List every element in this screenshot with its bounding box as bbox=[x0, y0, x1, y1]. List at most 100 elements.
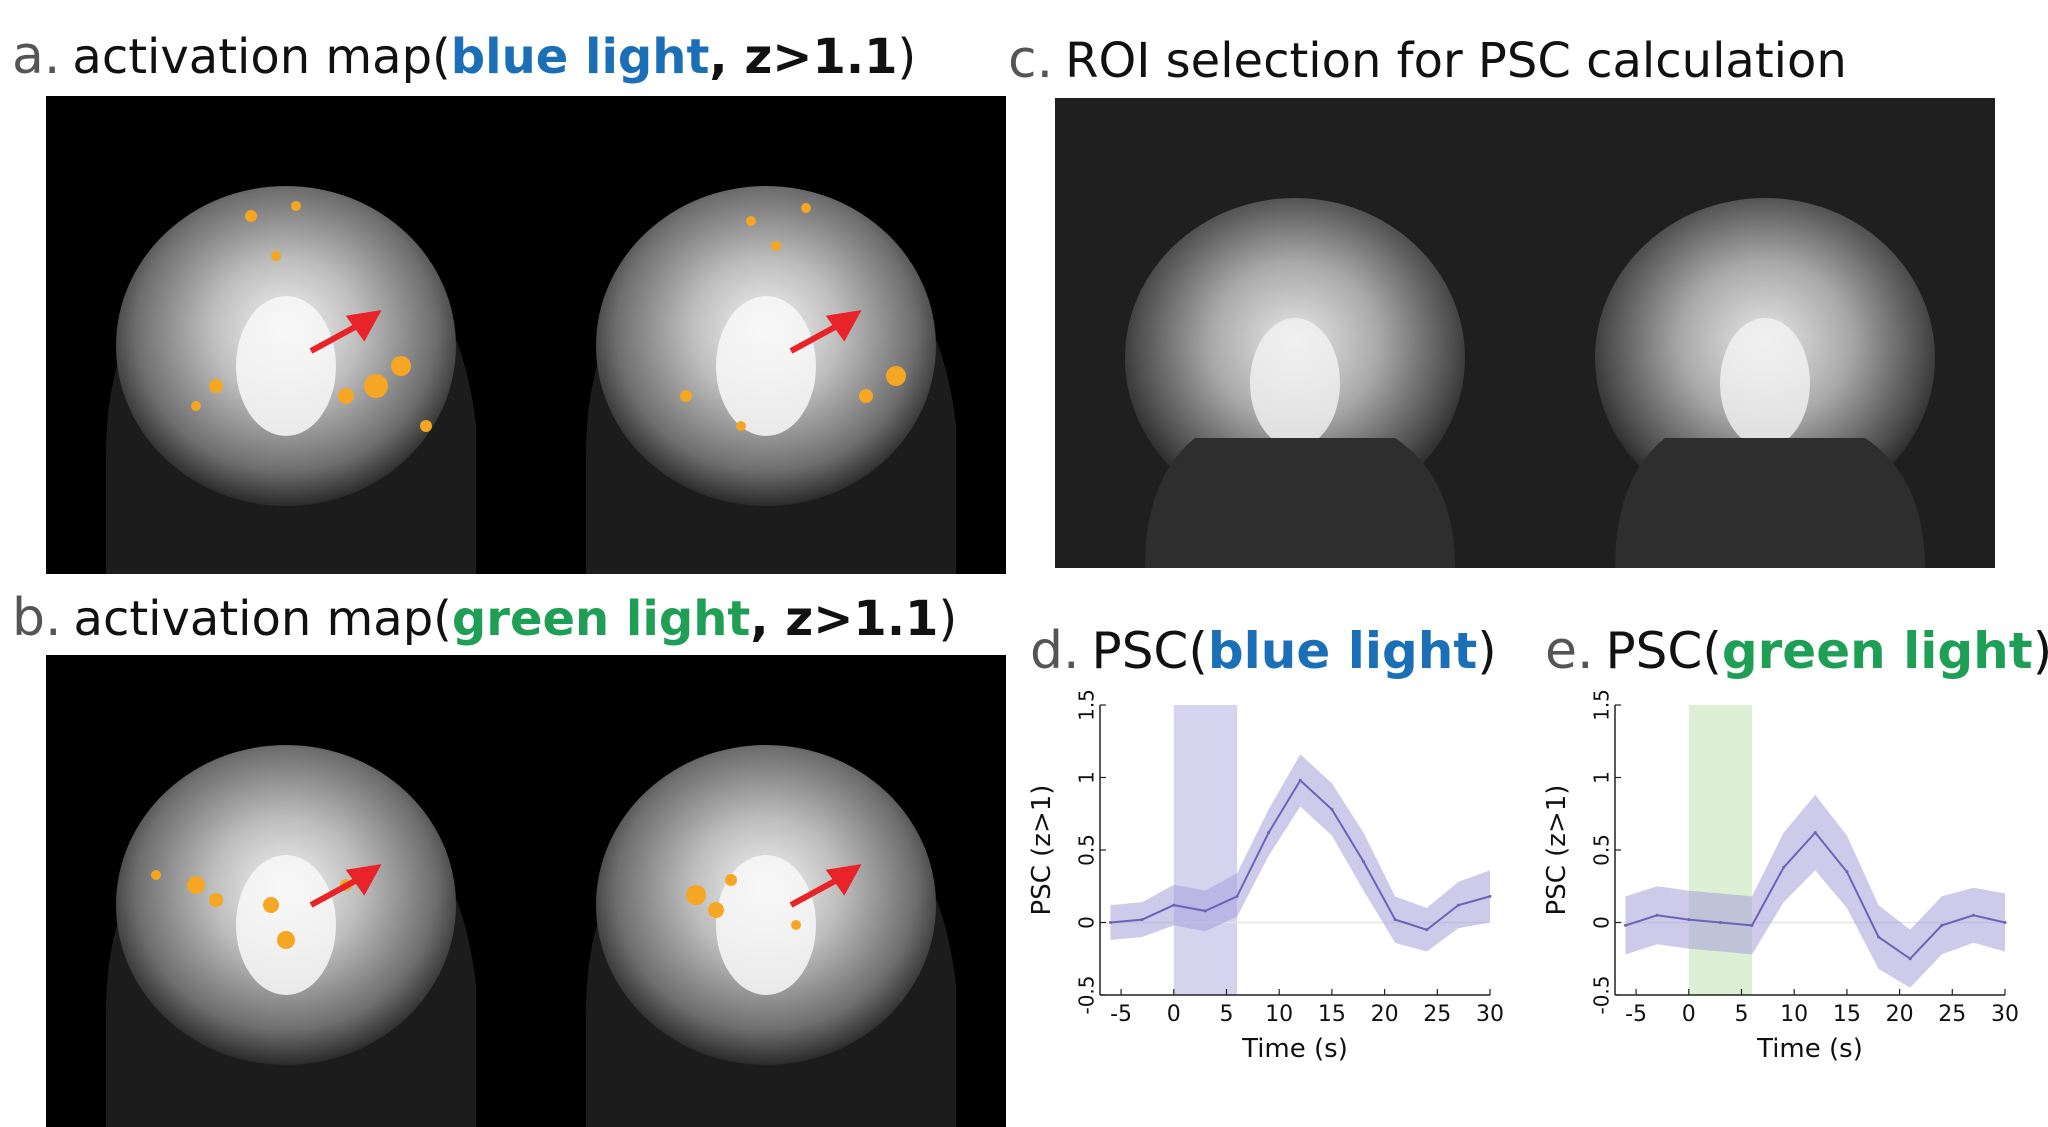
panel-e-highlight: green light bbox=[1721, 622, 2033, 680]
data-point bbox=[1203, 909, 1207, 913]
slice-right bbox=[586, 186, 956, 574]
error-band bbox=[1625, 794, 2005, 988]
x-tick-label: -5 bbox=[1625, 1002, 1647, 1027]
panel-b-prefix: activation map( bbox=[73, 591, 452, 647]
x-tick-label: 25 bbox=[1423, 1002, 1451, 1027]
x-axis-label: Time (s) bbox=[1756, 1034, 1863, 1064]
panel-b-activation-image bbox=[46, 655, 1006, 1127]
panel-a-highlight: blue light bbox=[450, 29, 710, 85]
y-tick-label: -0.5 bbox=[1590, 975, 1614, 1014]
panel-a-close: ) bbox=[897, 29, 917, 85]
plot-area bbox=[1100, 705, 1490, 995]
data-point bbox=[2003, 921, 2007, 924]
panel-d-chart-svg: -5 0 5 10 15 20 25 30 -0.5 0 0.5 1 1.5 Time (s) PSC (z… bbox=[1027, 689, 1504, 1064]
data-point bbox=[1908, 957, 1912, 961]
data-point bbox=[1782, 865, 1786, 869]
panel-b-threshold: , z>1.1 bbox=[750, 591, 939, 647]
x-tick-label: 5 bbox=[1219, 1002, 1233, 1027]
y-tick-label: 0 bbox=[1590, 916, 1614, 929]
y-tick-label: 0.5 bbox=[1590, 834, 1614, 866]
panel-a-brain-slices bbox=[106, 186, 956, 574]
panel-b-close: ) bbox=[938, 591, 958, 647]
panel-a-activation-image bbox=[46, 96, 1006, 574]
slice-left bbox=[106, 186, 476, 574]
data-point bbox=[1330, 807, 1334, 811]
panel-d-letter: d. bbox=[1030, 621, 1080, 681]
panel-e-chart: -5 0 5 10 15 20 25 30 -0.5 0 0.5 1 1.5 Time (s) PSC (z… bbox=[1542, 685, 2019, 1064]
x-tick-label: 0 bbox=[1682, 1002, 1696, 1027]
data-point bbox=[1172, 903, 1176, 907]
slice-left bbox=[1125, 198, 1465, 568]
panel-e-chart-svg: -5 0 5 10 15 20 25 30 -0.5 0 0.5 1 1.5 Time (s) PSC (z… bbox=[1542, 689, 2019, 1064]
y-tick-label: 1 bbox=[1075, 771, 1099, 784]
panel-d-highlight: blue light bbox=[1207, 622, 1478, 680]
panel-b-letter: b. bbox=[12, 588, 62, 648]
data-point bbox=[1940, 923, 1944, 927]
data-point bbox=[1393, 918, 1397, 922]
x-tick-label: -5 bbox=[1110, 1002, 1132, 1027]
y-tick-label: 0 bbox=[1075, 916, 1099, 929]
x-tick-label: 15 bbox=[1318, 1002, 1346, 1027]
panel-d-close: ) bbox=[1477, 622, 1497, 680]
panel-e-title: e.PSC(green light) bbox=[1545, 622, 2048, 680]
error-band bbox=[1110, 754, 1490, 952]
data-point bbox=[1718, 921, 1722, 924]
panel-c-text: ROI selection for PSC calculation bbox=[1065, 33, 1847, 89]
data-point bbox=[1877, 935, 1881, 939]
y-tick-label: -0.5 bbox=[1075, 975, 1099, 1014]
x-tick-label: 20 bbox=[1371, 1002, 1399, 1027]
x-tick-label: 10 bbox=[1780, 1002, 1808, 1027]
panel-a-title: a. activation map(blue light, z>1.1) bbox=[12, 28, 916, 85]
panel-c-letter: c. bbox=[1008, 30, 1054, 90]
x-tick-label: 25 bbox=[1938, 1002, 1966, 1027]
y-axis-label: PSC (z>1) bbox=[1542, 785, 1572, 916]
data-point bbox=[1488, 894, 1492, 898]
panel-a-threshold: , z>1.1 bbox=[709, 29, 898, 85]
data-point bbox=[1813, 831, 1817, 835]
panel-e-letter: e. bbox=[1545, 621, 1594, 681]
y-tick-label: 1 bbox=[1590, 771, 1614, 784]
red-arrow bbox=[309, 310, 382, 354]
data-point bbox=[1655, 913, 1659, 917]
y-tick-label: 0.5 bbox=[1075, 834, 1099, 866]
data-point bbox=[1267, 831, 1271, 835]
x-tick-label: 0 bbox=[1167, 1002, 1181, 1027]
stimulus-window bbox=[1173, 705, 1238, 995]
slice-right bbox=[1595, 198, 1935, 568]
x-tick-label: 5 bbox=[1734, 1002, 1748, 1027]
panel-b-brain-slices bbox=[106, 745, 956, 1127]
panel-a-prefix: activation map( bbox=[72, 29, 451, 85]
data-point bbox=[1624, 923, 1628, 927]
panel-d-chart: -5 0 5 10 15 20 25 30 -0.5 0 0.5 1 1.5 Time (s) PSC (z… bbox=[1027, 685, 1504, 1064]
data-point bbox=[1845, 870, 1849, 874]
panel-e-close: ) bbox=[2033, 622, 2048, 680]
data-point bbox=[1425, 928, 1429, 932]
y-tick-label: 1.5 bbox=[1075, 689, 1099, 721]
data-point bbox=[1687, 918, 1691, 922]
x-tick-label: 15 bbox=[1833, 1002, 1861, 1027]
panel-c-brain-slices bbox=[1125, 198, 1935, 568]
panel-a-letter: a. bbox=[12, 26, 61, 86]
panel-e-prefix: PSC( bbox=[1605, 622, 1722, 680]
x-tick-label: 10 bbox=[1265, 1002, 1293, 1027]
data-point bbox=[1362, 860, 1366, 864]
x-tick-label: 30 bbox=[1991, 1002, 2019, 1027]
x-axis-label: Time (s) bbox=[1241, 1034, 1348, 1064]
panel-b-highlight: green light bbox=[451, 591, 751, 647]
x-tick-label: 20 bbox=[1886, 1002, 1914, 1027]
x-tick-label: 30 bbox=[1476, 1002, 1504, 1027]
panel-b-title: b. activation map(green light, z>1.1) bbox=[12, 590, 957, 647]
slice-left bbox=[106, 745, 476, 1127]
panel-d-title: d. PSC(blue light) bbox=[1030, 622, 1497, 680]
slice-right bbox=[586, 745, 956, 1127]
data-point bbox=[1298, 778, 1302, 782]
data-point bbox=[1456, 903, 1460, 907]
data-point bbox=[1235, 894, 1239, 898]
data-point bbox=[1109, 921, 1113, 924]
panel-d-prefix: PSC( bbox=[1091, 622, 1208, 680]
data-point bbox=[1140, 918, 1144, 922]
y-tick-label: 1.5 bbox=[1590, 689, 1614, 721]
panel-c-title: c. ROI selection for PSC calculation bbox=[1008, 32, 1847, 89]
panel-c-roi-image bbox=[1055, 98, 1995, 568]
data-point bbox=[1750, 923, 1754, 927]
